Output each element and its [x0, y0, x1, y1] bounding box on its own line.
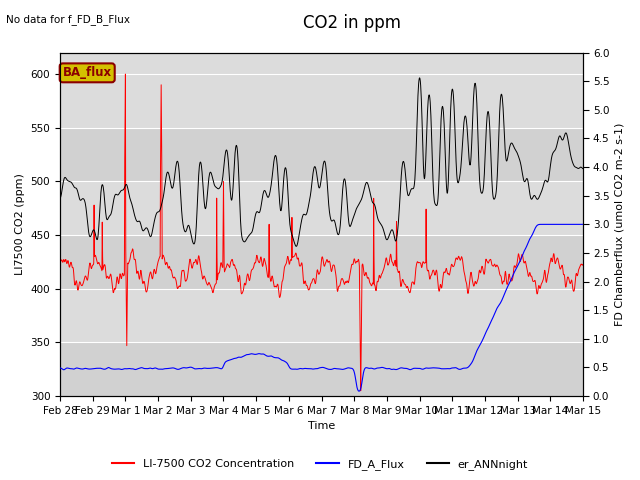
Text: No data for f_FD_B_Flux: No data for f_FD_B_Flux	[6, 14, 131, 25]
Y-axis label: FD Chamberflux (umol CO2 m-2 s-1): FD Chamberflux (umol CO2 m-2 s-1)	[615, 123, 625, 326]
Bar	[60, 342, 583, 396]
Y-axis label: LI7500 CO2 (ppm): LI7500 CO2 (ppm)	[15, 173, 25, 276]
Bar	[60, 235, 583, 289]
X-axis label: Time: Time	[308, 421, 335, 432]
Bar	[60, 128, 583, 181]
Text: BA_flux: BA_flux	[63, 66, 112, 79]
Text: CO2 in ppm: CO2 in ppm	[303, 14, 401, 33]
Legend: LI-7500 CO2 Concentration, FD_A_Flux, er_ANNnight: LI-7500 CO2 Concentration, FD_A_Flux, er…	[108, 455, 532, 474]
